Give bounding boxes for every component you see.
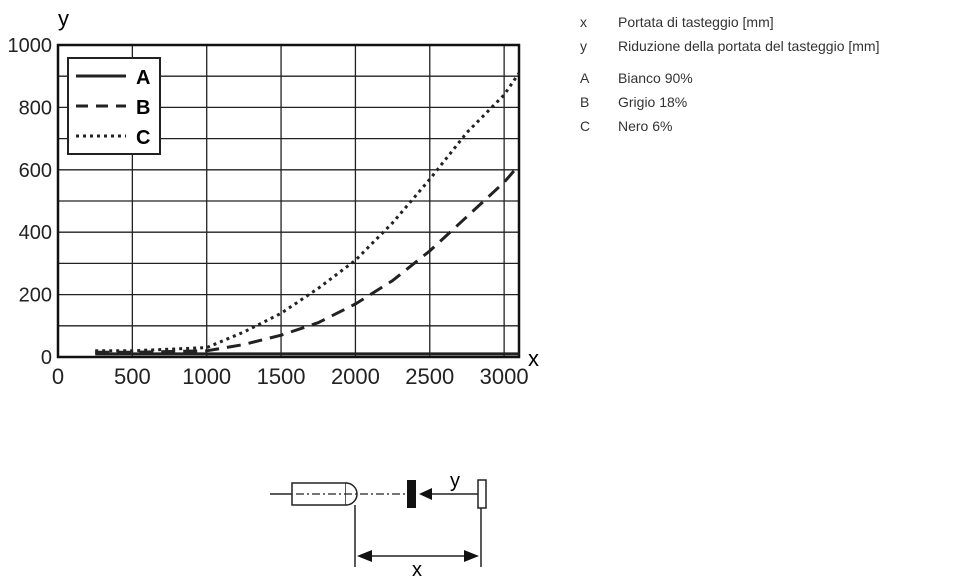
x-tick-label: 1000 (182, 364, 231, 389)
y-axis-label: y (58, 6, 69, 31)
x-arrow-left (357, 550, 372, 562)
diagram-y-label: y (450, 470, 460, 492)
legend-key: A (580, 70, 590, 86)
sensor-diagram: y x (270, 470, 487, 577)
x-arrow-right (464, 550, 479, 562)
series-line-b (95, 164, 521, 354)
legend-label-b: B (136, 97, 150, 119)
y-tick-label: 800 (19, 97, 52, 119)
legend-key: x (580, 14, 587, 30)
legend-key: y (580, 38, 587, 54)
x-axis-label: x (528, 346, 539, 371)
legend-text: Riduzione della portata del tasteggio [m… (618, 38, 880, 54)
y-tick-label: 200 (19, 285, 52, 307)
x-tick-label: 500 (114, 364, 151, 389)
ticks-layer: 0 200 400 600 800 1000 0 500 1000 1500 2000 2500 300… (8, 35, 529, 389)
series-line-c (95, 72, 521, 353)
legend-text: Nero 6% (618, 118, 673, 134)
target-object (407, 480, 416, 508)
x-tick-label: 0 (52, 364, 64, 389)
grid (56, 43, 521, 359)
diagram-x-label: x (412, 559, 422, 577)
legend-key: B (580, 94, 590, 110)
legend-text: Bianco 90% (618, 70, 693, 86)
series-layer (95, 72, 521, 356)
x-tick-label: 2000 (331, 364, 380, 389)
x-tick-label: 2500 (405, 364, 454, 389)
reflector (477, 479, 487, 509)
legend-label-a: A (136, 67, 150, 89)
legend-key: C (580, 118, 591, 134)
y-tick-label: 600 (19, 160, 52, 182)
x-tick-label: 1500 (257, 364, 306, 389)
legend-label-c: C (136, 127, 150, 149)
y-tick-label: 0 (41, 347, 52, 369)
legend-text: Grigio 18% (618, 94, 688, 110)
legend-text: Portata di tasteggio [mm] (618, 14, 774, 30)
y-arrow-head (419, 488, 432, 500)
x-tick-label: 3000 (480, 364, 529, 389)
plot-legend: A B C (67, 57, 161, 155)
y-tick-label: 400 (19, 222, 52, 244)
plot-frame (56, 43, 521, 359)
y-tick-label: 1000 (8, 35, 53, 57)
